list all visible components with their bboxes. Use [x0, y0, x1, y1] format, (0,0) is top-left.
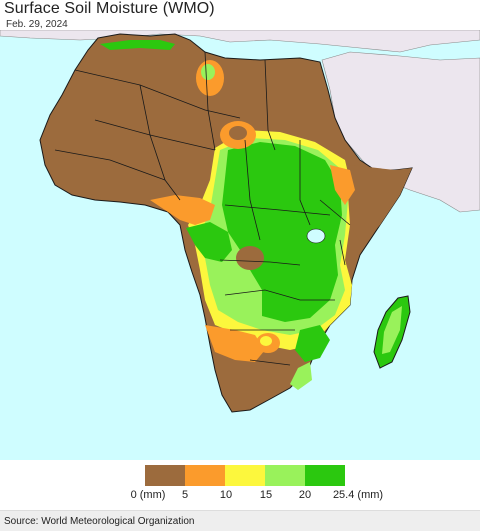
- map-title: Surface Soil Moisture (WMO): [4, 0, 215, 17]
- color-legend: 0 (mm) 5 10 15 20 25.4 (mm): [0, 460, 480, 508]
- soil-moisture-map: [0, 30, 480, 460]
- horn-dry: [348, 165, 412, 245]
- legend-swatch-2: [225, 465, 265, 486]
- green-patch-libya: [201, 64, 215, 80]
- legend-label-5: 25.4 (mm): [332, 489, 384, 501]
- legend-label-3: 15: [259, 489, 273, 501]
- legend-swatch-3: [265, 465, 305, 486]
- dry-pocket-1: [236, 246, 264, 270]
- ethiopia-orange: [330, 165, 355, 205]
- legend-label-4: 20: [298, 489, 312, 501]
- se-coast-green: [290, 362, 312, 390]
- atlas-green: [100, 40, 175, 50]
- legend-swatch-4: [305, 465, 345, 486]
- source-footer: Source: World Meteorological Organizatio…: [0, 510, 480, 531]
- legend-label-2: 10: [219, 489, 233, 501]
- congo-basin-green: [186, 222, 232, 262]
- legend-label-0: 0 (mm): [130, 489, 166, 501]
- legend-swatch-1: [185, 465, 225, 486]
- madagascar-wet: [382, 306, 402, 354]
- source-credit: Source: World Meteorological Organizatio…: [4, 516, 195, 527]
- map-date: Feb. 29, 2024: [6, 19, 68, 30]
- wet-zone-core: [222, 142, 342, 322]
- country-borders: [54, 51, 351, 366]
- southern-orange-belt: [205, 325, 265, 362]
- mozambique-green: [295, 325, 330, 362]
- southern-wet-core: [260, 336, 272, 346]
- legend-swatch-0: [145, 465, 185, 486]
- legend-label-1: 5: [181, 489, 189, 501]
- guinea-coast-orange: [150, 195, 215, 225]
- lake-victoria: [306, 228, 326, 244]
- dry-pocket-3: [229, 126, 247, 140]
